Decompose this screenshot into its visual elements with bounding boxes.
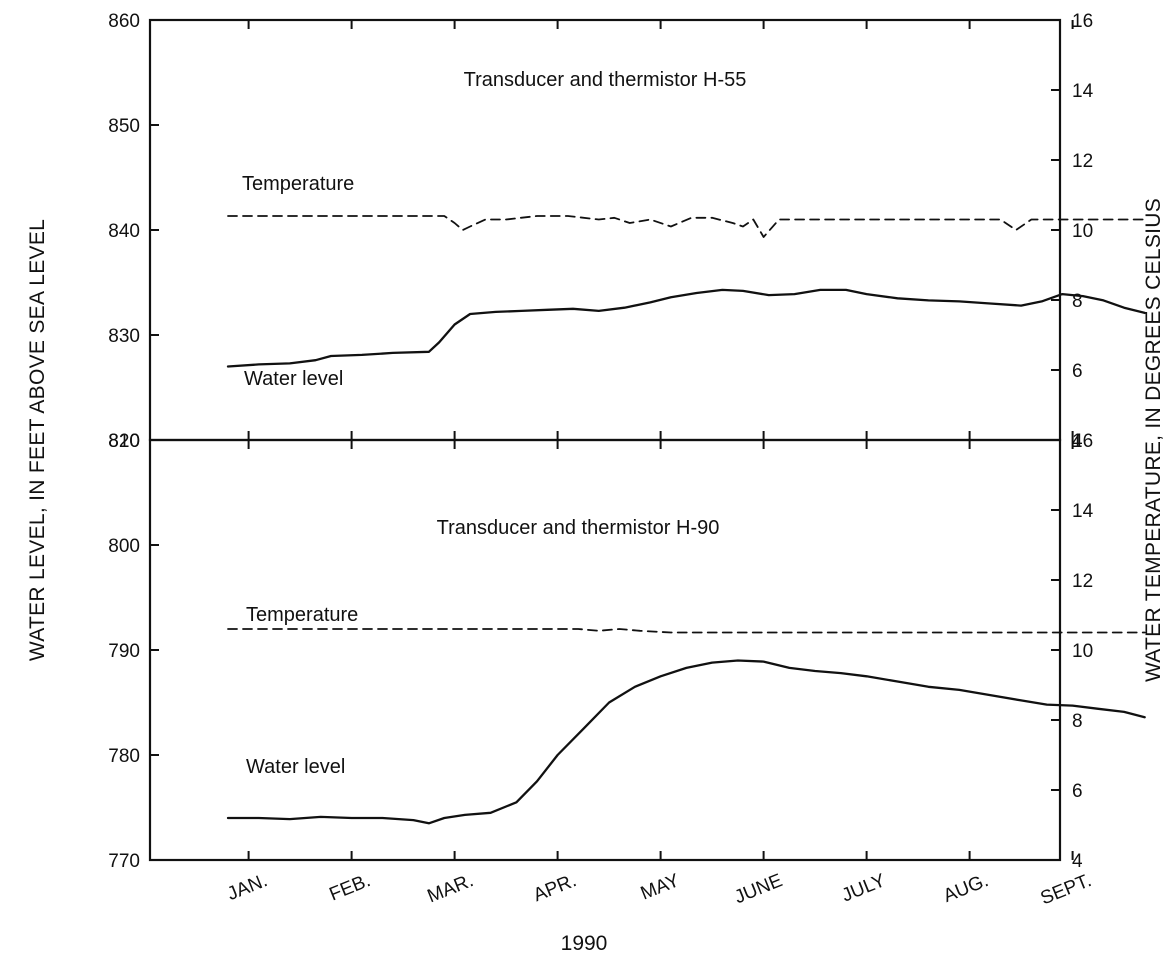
x-axis-ticks (247, 440, 1074, 860)
water-level-label: Water level (244, 368, 343, 390)
left-tick-label: 830 (108, 326, 140, 347)
panel-h90: Transducer and thermistor H-90 770 780 790… (108, 431, 1146, 872)
left-tick-label: 810 (108, 431, 140, 452)
right-tick-label: 12 (1072, 571, 1093, 592)
month-label: FEB. (326, 870, 373, 905)
month-label: JUNE (732, 870, 786, 908)
panel-h55: Transducer and thermistor H-55 820 830 840… (108, 11, 1146, 452)
left-axis-title: WATER LEVEL, IN FEET ABOVE SEA LEVEL (26, 219, 49, 661)
month-label: JULY (839, 870, 889, 906)
right-tick-label: 16 (1072, 431, 1093, 452)
panel-title: Transducer and thermistor H-90 (437, 517, 720, 539)
temperature-label: Temperature (242, 173, 354, 195)
right-tick-label: 14 (1072, 81, 1094, 102)
left-tick-label: 840 (108, 221, 140, 242)
temperature-line (227, 628, 1146, 634)
left-axis-ticks: 770 780 790 800 810 (108, 431, 159, 872)
panel-frame (148, 438, 1062, 862)
right-axis-ticks: 4 6 8 10 12 14 16 (1051, 431, 1094, 872)
right-tick-label: 6 (1072, 361, 1083, 382)
month-label: MAR. (425, 870, 477, 907)
left-tick-label: 850 (108, 116, 140, 137)
water-level-label: Water level (246, 756, 345, 778)
month-label: AUG. (941, 870, 992, 907)
left-tick-label: 780 (108, 746, 140, 767)
right-tick-label: 10 (1072, 641, 1093, 662)
temperature-line (227, 215, 1146, 238)
x-axis-ticks (247, 20, 1074, 440)
water-level-line (226, 659, 1146, 825)
month-label: APR. (530, 870, 579, 906)
series-lines (226, 628, 1146, 825)
month-label: JAN. (224, 870, 270, 905)
left-axis-ticks: 820 830 840 850 860 (108, 11, 159, 452)
month-label: SEPT. (1038, 870, 1095, 909)
left-tick-label: 800 (108, 536, 140, 557)
right-tick-label: 6 (1072, 781, 1083, 802)
right-tick-label: 8 (1072, 291, 1083, 312)
temperature-label: Temperature (246, 604, 358, 626)
series-lines (226, 215, 1146, 368)
year-label: 1990 (561, 932, 608, 955)
right-tick-label: 8 (1072, 711, 1083, 732)
right-tick-label: 14 (1072, 501, 1094, 522)
right-tick-label: 4 (1072, 431, 1083, 452)
left-tick-label: 860 (108, 11, 140, 32)
panel-title: Transducer and thermistor H-55 (464, 69, 747, 91)
right-axis-ticks: 4 6 8 10 12 14 16 (1051, 11, 1094, 452)
month-labels: JAN. FEB. MAR. APR. MAY JUNE JULY AUG. SEPT. (224, 870, 1094, 909)
right-tick-label: 16 (1072, 11, 1093, 32)
left-tick-label: 770 (108, 851, 140, 872)
left-tick-label: 790 (108, 641, 140, 662)
right-tick-label: 12 (1072, 151, 1093, 172)
left-tick-label: 820 (108, 431, 140, 452)
right-tick-label: 4 (1072, 851, 1083, 872)
water-level-line (226, 288, 1146, 368)
right-axis-title: WATER TEMPERATURE, IN DEGREES CELSIUS (1142, 198, 1165, 682)
month-label: MAY (638, 870, 683, 904)
right-tick-label: 10 (1072, 221, 1093, 242)
